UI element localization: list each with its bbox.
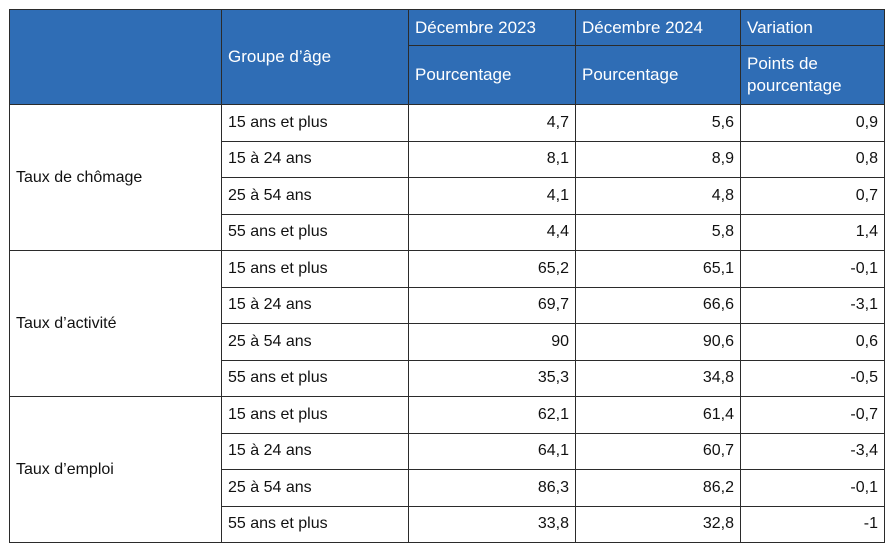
- variation-value: -0,7: [740, 396, 885, 434]
- december-2023-header: Décembre 2023: [408, 9, 576, 46]
- variation-value: 0,9: [740, 104, 885, 142]
- variation-value: 0,8: [740, 140, 885, 178]
- december-2024-value: 32,8: [575, 505, 741, 543]
- december-2024-value: 60,7: [575, 432, 741, 470]
- december-2024-header: Décembre 2024: [575, 9, 741, 46]
- december-2023-value: 69,7: [408, 286, 576, 324]
- age-group-cell: 25 à 54 ans: [221, 177, 409, 215]
- variation-value: -3,4: [740, 432, 885, 470]
- age-group-cell: 25 à 54 ans: [221, 323, 409, 361]
- december-2023-value: 4,7: [408, 104, 576, 142]
- variation-value: 0,7: [740, 177, 885, 215]
- december-2023-value: 35,3: [408, 359, 576, 397]
- december-2023-value: 4,4: [408, 213, 576, 251]
- december-2023-value: 86,3: [408, 469, 576, 507]
- indicator-header-cell: [9, 9, 222, 105]
- december-2023-value: 4,1: [408, 177, 576, 215]
- header-row-periods: Groupe d’âge Décembre 2023 Décembre 2024…: [9, 9, 885, 105]
- december-2023-value: 33,8: [408, 505, 576, 543]
- december-2024-unit: Pourcentage: [575, 45, 741, 105]
- variation-value: 1,4: [740, 213, 885, 251]
- age-group-cell: 55 ans et plus: [221, 359, 409, 397]
- indicator-label: Taux de chômage: [9, 104, 222, 251]
- age-group-header: Groupe d’âge: [221, 9, 409, 105]
- variation-value: -1: [740, 505, 885, 543]
- variation-unit: Points de pourcentage: [740, 45, 885, 105]
- variation-value: -0,5: [740, 359, 885, 397]
- age-group-cell: 55 ans et plus: [221, 505, 409, 543]
- table-row: Taux d’emploi 15 ans et plus 62,1 61,4 -0,7: [9, 396, 885, 543]
- december-2024-value: 8,9: [575, 140, 741, 178]
- age-group-cell: 15 à 24 ans: [221, 286, 409, 324]
- variation-value: -3,1: [740, 286, 885, 324]
- age-group-cell: 15 ans et plus: [221, 396, 409, 434]
- december-2024-value: 34,8: [575, 359, 741, 397]
- age-group-cell: 55 ans et plus: [221, 213, 409, 251]
- table-row: 15 à 24 ans 64,1 60,7 -3,4: [10, 432, 885, 470]
- december-2023-value: 8,1: [408, 140, 576, 178]
- december-2023-value: 62,1: [408, 396, 576, 434]
- variation-value: 0,6: [740, 323, 885, 361]
- header-row-units: Pourcentage Pourcentage Points de pource…: [10, 45, 885, 105]
- table-row: Taux de chômage 15 ans et plus 4,7 5,6 0,9: [9, 104, 885, 251]
- december-2024-value: 61,4: [575, 396, 741, 434]
- age-group-cell: 15 à 24 ans: [221, 140, 409, 178]
- variation-header: Variation: [740, 9, 885, 46]
- december-2024-value: 5,6: [575, 104, 741, 142]
- indicator-label: Taux d’activité: [9, 250, 222, 397]
- december-2024-value: 4,8: [575, 177, 741, 215]
- indicator-label: Taux d’emploi: [9, 396, 222, 543]
- table-row: 25 à 54 ans 4,1 4,8 0,7: [10, 177, 885, 215]
- labour-statistics-table: Groupe d’âge Décembre 2023 Décembre 2024…: [9, 9, 885, 543]
- age-group-cell: 15 à 24 ans: [221, 432, 409, 470]
- december-2023-value: 64,1: [408, 432, 576, 470]
- december-2023-value: 65,2: [408, 250, 576, 288]
- december-2023-value: 90: [408, 323, 576, 361]
- december-2024-value: 66,6: [575, 286, 741, 324]
- age-group-cell: 15 ans et plus: [221, 104, 409, 142]
- table-row: Taux d’activité 15 ans et plus 65,2 65,1 -0,…: [9, 250, 885, 397]
- age-group-cell: 15 ans et plus: [221, 250, 409, 288]
- december-2024-value: 90,6: [575, 323, 741, 361]
- variation-value: -0,1: [740, 469, 885, 507]
- age-group-cell: 25 à 54 ans: [221, 469, 409, 507]
- december-2024-value: 86,2: [575, 469, 741, 507]
- table-row: 15 à 24 ans 8,1 8,9 0,8: [10, 140, 885, 178]
- december-2024-value: 5,8: [575, 213, 741, 251]
- december-2024-value: 65,1: [575, 250, 741, 288]
- december-2023-unit: Pourcentage: [408, 45, 576, 105]
- variation-value: -0,1: [740, 250, 885, 288]
- table-row: 55 ans et plus 33,8 32,8 -1: [10, 505, 885, 543]
